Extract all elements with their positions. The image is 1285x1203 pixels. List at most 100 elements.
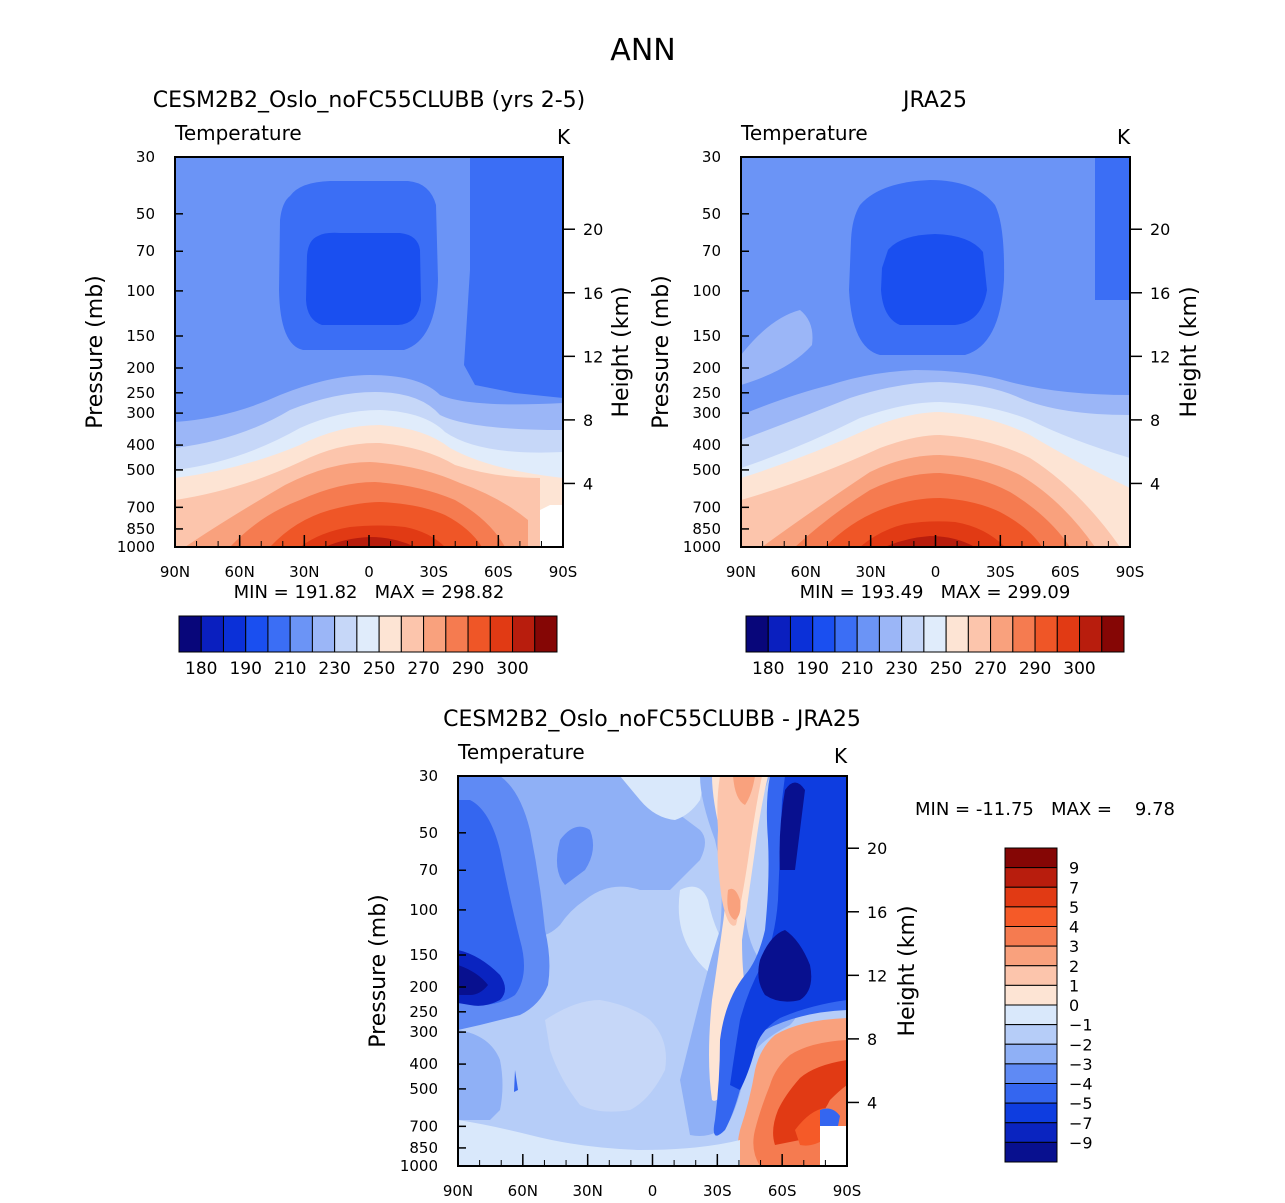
colorbar-label: 7 bbox=[1069, 878, 1079, 897]
colorbar-swatch bbox=[423, 615, 447, 653]
colorbar-swatch bbox=[901, 615, 925, 653]
y-tick-label: 1000 bbox=[400, 1157, 438, 1175]
x-tick-label: 90N bbox=[160, 563, 190, 581]
colorbar-label: −1 bbox=[1069, 1016, 1093, 1035]
x-tick-label: 0 bbox=[648, 1182, 658, 1200]
variable-label: Temperature bbox=[740, 121, 868, 145]
colorbar-label: 230 bbox=[318, 659, 350, 679]
colorbar-label: 1 bbox=[1069, 976, 1079, 995]
colorbar-label: 2 bbox=[1069, 957, 1079, 976]
colorbar-label: 210 bbox=[274, 659, 306, 679]
y-axis-label: Pressure (mb) bbox=[366, 894, 391, 1048]
y-tick-label: 200 bbox=[409, 978, 438, 996]
y-tick-label: 200 bbox=[126, 359, 155, 377]
colorbar-label: 180 bbox=[185, 659, 217, 679]
x-axis: 90N 60N 30N 0 30S 60S 90S bbox=[160, 535, 577, 581]
y-tick-label-right: 16 bbox=[1150, 284, 1170, 303]
colorbar-swatch bbox=[1004, 1024, 1058, 1045]
level-m2-north-low bbox=[458, 1030, 503, 1120]
colorbar-swatch bbox=[400, 615, 425, 653]
level-220-south-polar bbox=[1095, 157, 1130, 300]
y-axis-right: 20 16 12 8 4 bbox=[563, 220, 603, 493]
colorbar-label: 3 bbox=[1069, 937, 1079, 956]
contour-field bbox=[458, 776, 847, 1166]
y-tick-label: 850 bbox=[409, 1139, 438, 1157]
x-tick-label: 0 bbox=[364, 563, 374, 581]
level-200-core bbox=[881, 234, 987, 325]
y-tick-label: 50 bbox=[702, 205, 721, 223]
colorbar-label: 270 bbox=[407, 659, 439, 679]
colorbar-swatch bbox=[1004, 847, 1058, 869]
panel-title: CESM2B2_Oslo_noFC55CLUBB (yrs 2-5) bbox=[153, 88, 585, 113]
contour-field bbox=[175, 157, 563, 547]
level-2-mid bbox=[727, 888, 741, 920]
colorbar-swatch bbox=[1034, 615, 1058, 653]
y-tick-label: 200 bbox=[692, 359, 721, 377]
colorbar-swatch bbox=[1079, 615, 1103, 653]
colorbar-label: 300 bbox=[1063, 659, 1095, 679]
y-tick-label: 100 bbox=[409, 901, 438, 919]
y-tick-label: 700 bbox=[126, 498, 155, 516]
y-tick-label: 250 bbox=[126, 384, 155, 402]
y-tick-label: 1000 bbox=[683, 538, 721, 556]
y-tick-label: 300 bbox=[409, 1023, 438, 1041]
colorbar-swatch bbox=[512, 615, 536, 653]
units-label: K bbox=[834, 744, 848, 768]
colorbar-swatch bbox=[311, 615, 336, 653]
colorbar-swatch bbox=[1004, 1102, 1058, 1124]
min-max-label: MIN = 193.49 MAX = 299.09 bbox=[800, 582, 1071, 603]
colorbar-swatch bbox=[534, 615, 558, 653]
colorbar-swatch bbox=[1012, 615, 1036, 653]
x-tick-label: 30N bbox=[289, 563, 319, 581]
colorbar-label: −5 bbox=[1069, 1094, 1093, 1113]
y-tick-label-right: 8 bbox=[867, 1030, 877, 1049]
colorbar-label: 230 bbox=[885, 659, 917, 679]
y-tick-label: 850 bbox=[692, 520, 721, 538]
panel-title: JRA25 bbox=[901, 88, 967, 113]
x-tick-label: 30S bbox=[986, 563, 1015, 581]
level-m9-south-top bbox=[779, 782, 805, 870]
level-m4-corner bbox=[820, 1108, 840, 1126]
y-tick-label: 70 bbox=[136, 242, 155, 260]
y-tick-label-right: 20 bbox=[867, 839, 887, 858]
x-tick-label: 30N bbox=[856, 563, 886, 581]
y-axis-right: 20 16 12 8 4 bbox=[847, 839, 887, 1112]
colorbar-swatch bbox=[289, 615, 313, 653]
y-axis-label-right: Height (km) bbox=[895, 905, 920, 1036]
x-tick-label: 30S bbox=[419, 563, 448, 581]
level-1-south bbox=[717, 776, 762, 926]
colorbar-swatch bbox=[1004, 906, 1058, 927]
y-tick-label: 400 bbox=[126, 436, 155, 454]
colorbar-swatch bbox=[1004, 1083, 1058, 1104]
level-298 bbox=[300, 525, 445, 547]
level-m0-surface bbox=[458, 1120, 740, 1166]
colorbar-swatch bbox=[789, 615, 814, 653]
x-tick-label: 90N bbox=[443, 1182, 473, 1200]
y-tick-label-right: 8 bbox=[583, 411, 593, 430]
colorbar-label: 190 bbox=[796, 659, 828, 679]
y-tick-label-right: 12 bbox=[583, 347, 603, 366]
colorbar-swatch bbox=[1004, 945, 1058, 967]
units-label: K bbox=[557, 125, 571, 149]
level-m3-pocket bbox=[556, 826, 594, 885]
colorbar-label: 0 bbox=[1069, 996, 1079, 1015]
x-tick-label: 60S bbox=[484, 563, 513, 581]
colorbar-label: 270 bbox=[974, 659, 1006, 679]
y-tick-label: 250 bbox=[692, 384, 721, 402]
y-axis-label-right: Height (km) bbox=[609, 286, 634, 417]
colorbar-label: −3 bbox=[1069, 1055, 1093, 1074]
y-tick-label: 150 bbox=[692, 327, 721, 345]
variable-label: Temperature bbox=[457, 740, 585, 764]
x-tick-label: 60N bbox=[508, 1182, 538, 1200]
colorbar-swatch bbox=[356, 615, 380, 653]
colorbar-swatch bbox=[467, 615, 491, 653]
colorbar-swatch bbox=[378, 615, 402, 653]
y-tick-label: 700 bbox=[409, 1117, 438, 1135]
y-tick-label: 400 bbox=[409, 1055, 438, 1073]
colorbar-swatch bbox=[1004, 1141, 1058, 1163]
colorbar-label: 190 bbox=[229, 659, 261, 679]
y-tick-label: 700 bbox=[692, 498, 721, 516]
y-tick-label: 70 bbox=[419, 861, 438, 879]
